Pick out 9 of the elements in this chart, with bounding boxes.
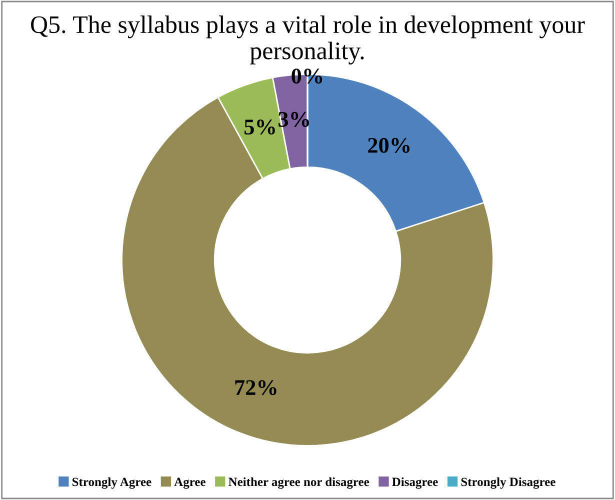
- chart-title: Q5. The syllabus plays a vital role in development your personality.: [31, 16, 585, 64]
- data-label: 20%: [368, 138, 410, 153]
- legend-label: Agree: [174, 478, 206, 489]
- legend-label: Strongly Agree: [72, 477, 152, 489]
- legend-label: Disagree: [392, 477, 438, 489]
- data-label: 72%: [235, 380, 276, 396]
- data-label: 5%: [244, 120, 275, 135]
- legend-label: Neither agree nor disagree: [228, 477, 370, 489]
- legend-label: Strongly Disagree: [461, 477, 556, 489]
